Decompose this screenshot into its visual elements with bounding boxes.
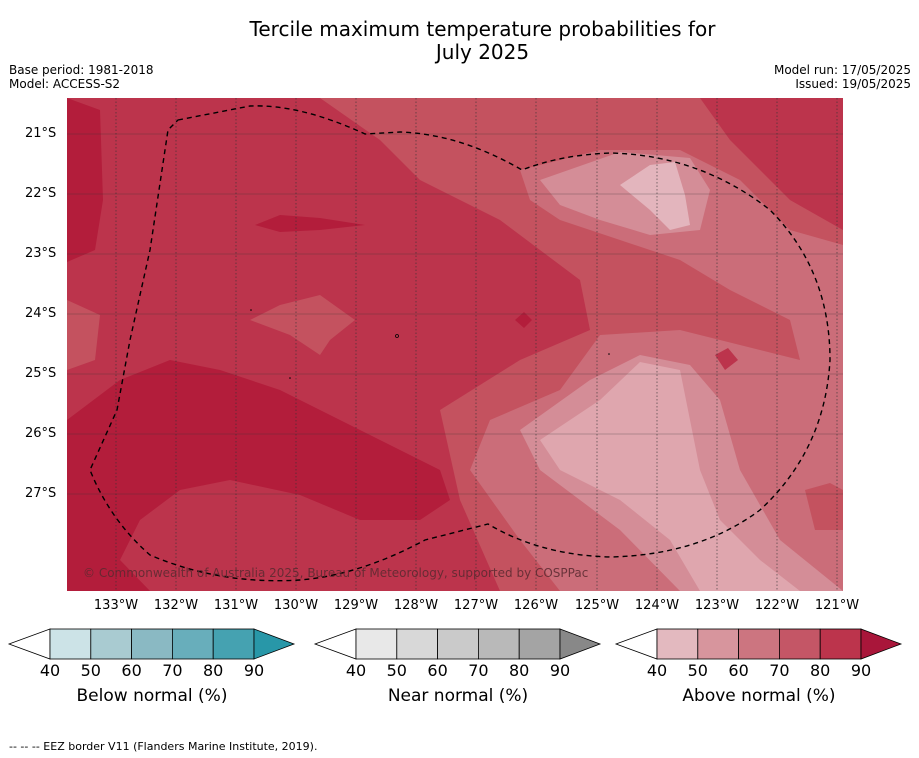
lat-label: 23°S <box>25 246 57 261</box>
colorbar-tick: 80 <box>203 661 224 680</box>
colorbar-extend-low <box>313 628 357 660</box>
meta-right: Model run: 17/05/2025 Issued: 19/05/2025 <box>774 63 911 91</box>
patch-80-east <box>715 348 738 370</box>
colorbar-below-normal <box>7 628 296 660</box>
colorbar-tick: 50 <box>80 661 101 680</box>
band-40-50-north <box>620 162 690 230</box>
lon-label: 126°W <box>513 598 559 613</box>
model-name: Model: ACCESS-S2 <box>9 77 121 91</box>
lon-label: 131°W <box>213 598 259 613</box>
colorbar-tick: 60 <box>427 661 448 680</box>
lon-label: 130°W <box>273 598 319 613</box>
colorbar-tick: 90 <box>243 661 265 680</box>
colorbar-segment <box>697 628 739 660</box>
colorbar-tick: 40 <box>646 661 668 680</box>
colorbar-segment <box>131 628 173 660</box>
colorbar-segment <box>738 628 780 660</box>
colorbar-tick: 70 <box>769 661 790 680</box>
colorbar-segment <box>779 628 821 660</box>
colorbar-segment <box>656 628 699 660</box>
colorbar-above-normal <box>614 628 903 660</box>
colorbar-tick: 70 <box>162 661 183 680</box>
title-line-1: Tercile maximum temperature probabilitie… <box>249 17 716 41</box>
band-40-50-south <box>540 362 800 591</box>
colorbar-extend-high <box>253 628 296 660</box>
colorbar-tick: 90 <box>549 661 571 680</box>
patch-70-80-southeast <box>805 483 843 530</box>
lon-label: 122°W <box>754 598 800 613</box>
colorbar-segment <box>90 628 133 660</box>
lat-label: 27°S <box>25 486 57 501</box>
colorbar-label-above: Above normal (%) <box>682 686 836 706</box>
colorbar-segment <box>171 628 214 660</box>
lon-label: 124°W <box>634 598 680 613</box>
patch-70-80 <box>250 295 355 355</box>
colorbar-tick: 50 <box>687 661 708 680</box>
lat-label: 25°S <box>25 366 57 381</box>
island-marker-2 <box>250 309 252 311</box>
colorbar-tick: 70 <box>468 661 489 680</box>
island-marker-3 <box>289 377 291 379</box>
colorbar-tick: 40 <box>39 661 61 680</box>
colorbar-tick: 40 <box>345 661 367 680</box>
island-marker <box>395 334 399 338</box>
lon-label: 128°W <box>393 598 439 613</box>
gridlines <box>115 98 838 591</box>
colorbar-tick: 60 <box>121 661 142 680</box>
meta-left: Base period: 1981-2018 Model: ACCESS-S2 <box>9 63 154 91</box>
map-contours <box>67 98 843 591</box>
colorbar-segment <box>49 628 92 660</box>
model-run: Model run: 17/05/2025 <box>773 63 911 77</box>
colorbar-segment <box>396 628 438 660</box>
colorbar-tick: 80 <box>810 661 831 680</box>
copyright-text: © Commonwealth of Australia 2025, Bureau… <box>83 566 588 580</box>
colorbar-extend-high <box>559 628 602 660</box>
colorbar-segment <box>477 628 520 660</box>
colorbar-tick: 50 <box>386 661 407 680</box>
colorbar-segment <box>819 628 862 660</box>
title-line-2: July 2025 <box>435 40 530 64</box>
page-title: Tercile maximum temperature probabilitie… <box>0 18 919 64</box>
colorbar-label-near: Near normal (%) <box>387 686 529 706</box>
lat-label: 21°S <box>25 126 57 141</box>
lat-gridlines <box>67 133 843 495</box>
colorbar-extend-low <box>7 628 51 660</box>
lon-label: 127°W <box>453 598 499 613</box>
lon-label: 125°W <box>574 598 620 613</box>
lon-label: 132°W <box>153 598 199 613</box>
colorbar-tick: 80 <box>509 661 530 680</box>
colorbar-extend-high <box>860 628 903 660</box>
lon-label: 129°W <box>333 598 379 613</box>
lat-label: 24°S <box>25 306 57 321</box>
colorbar-near-normal <box>313 628 602 660</box>
base-period: Base period: 1981-2018 <box>9 63 154 77</box>
colorbar-label-below: Below normal (%) <box>76 686 228 706</box>
colorbar-segment <box>212 628 255 660</box>
lon-label: 123°W <box>694 598 740 613</box>
colorbar-tick: 90 <box>850 661 872 680</box>
colorbar-segment <box>355 628 398 660</box>
band-90-streak <box>255 215 365 232</box>
colorbars <box>7 628 903 660</box>
lat-label: 22°S <box>25 186 57 201</box>
colorbar-segment <box>518 628 561 660</box>
patch-90-dot <box>515 312 532 328</box>
lon-label: 133°W <box>93 598 139 613</box>
lon-label: 121°W <box>814 598 860 613</box>
band-90-west-north <box>67 98 103 262</box>
issued-date: Issued: 19/05/2025 <box>795 77 911 91</box>
eez-border <box>89 105 831 582</box>
patch-70-80-west <box>67 300 100 370</box>
colorbar-tick: 60 <box>728 661 749 680</box>
lat-label: 26°S <box>25 426 57 441</box>
colorbar-segment <box>437 628 479 660</box>
island-marker-4 <box>608 353 610 355</box>
footnote: -- -- -- EEZ border V11 (Flanders Marine… <box>9 740 318 753</box>
colorbar-extend-low <box>614 628 658 660</box>
band-90-southwest <box>67 360 450 591</box>
